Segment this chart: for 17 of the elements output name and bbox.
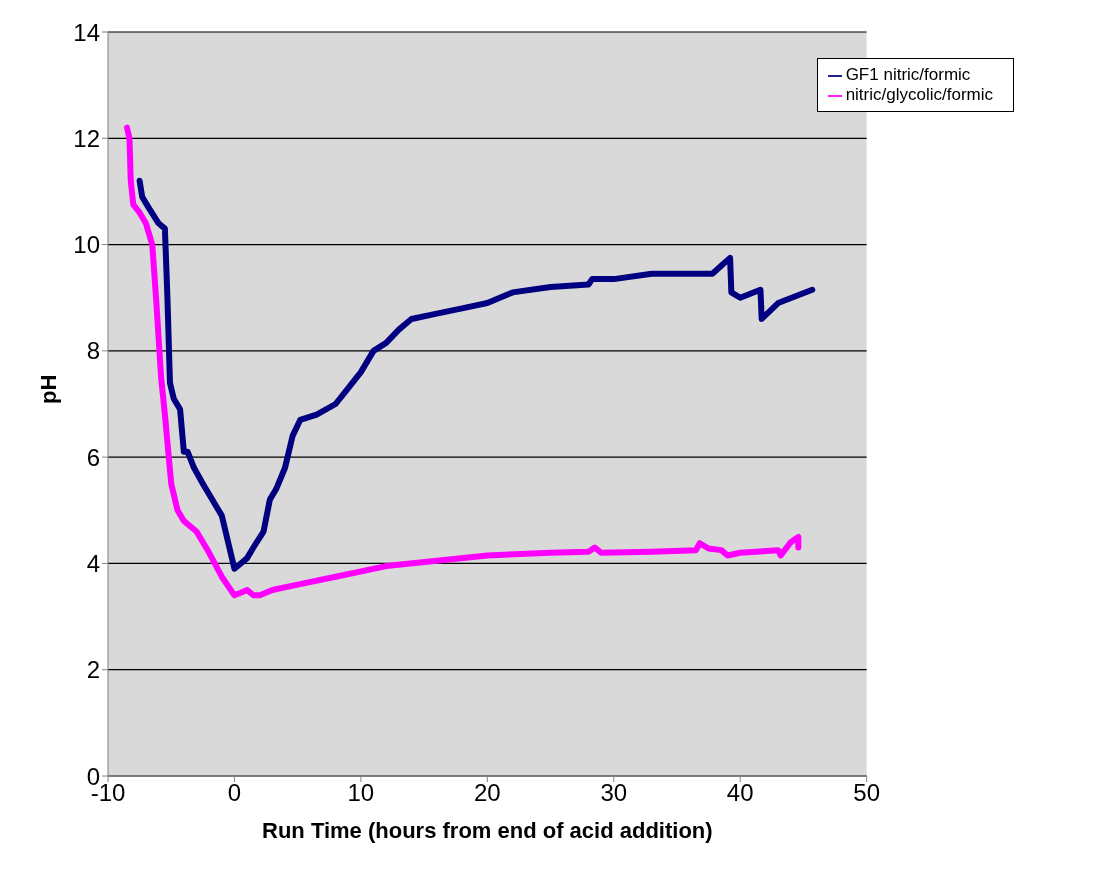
x-tick-label: 20 <box>473 779 501 807</box>
x-tick-label: 0 <box>227 779 242 807</box>
x-tick-label: 10 <box>347 779 375 807</box>
x-axis-title: Run Time (hours from end of acid addition) <box>262 818 713 843</box>
y-tick-label: 4 <box>86 549 100 577</box>
x-tick-label: 40 <box>726 779 754 807</box>
y-tick-label: 6 <box>86 443 100 471</box>
y-axis-title: pH <box>35 374 61 404</box>
y-tick-label: 12 <box>73 124 100 152</box>
y-tick-label: 8 <box>86 337 100 365</box>
y-tick-label: 14 <box>73 18 100 46</box>
x-tick-label: 50 <box>853 779 880 807</box>
legend-label: GF1 nitric/formic <box>845 65 971 84</box>
y-tick-label: 10 <box>73 231 100 259</box>
x-tick-label: 30 <box>600 779 628 807</box>
y-tick-label: 2 <box>86 656 100 684</box>
legend-label: nitric/glycolic/formic <box>845 85 993 104</box>
